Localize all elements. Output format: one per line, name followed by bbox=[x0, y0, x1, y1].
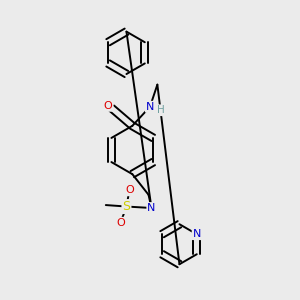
Text: O: O bbox=[116, 218, 125, 228]
Text: H: H bbox=[157, 105, 165, 115]
Text: O: O bbox=[104, 101, 112, 111]
Text: S: S bbox=[122, 200, 130, 213]
Text: N: N bbox=[193, 229, 201, 239]
Text: O: O bbox=[125, 185, 134, 195]
Text: N: N bbox=[146, 102, 154, 112]
Text: N: N bbox=[147, 203, 156, 213]
